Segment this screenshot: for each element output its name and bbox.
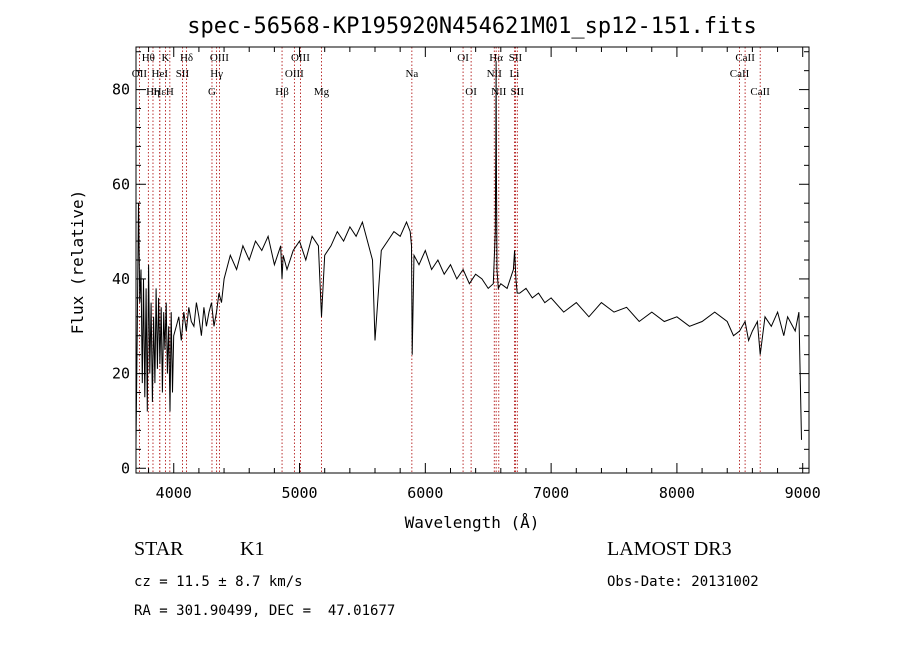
spectral-line-label: Hη bbox=[146, 86, 160, 98]
spectral-line-label: Mg bbox=[314, 86, 330, 98]
spectral-line-label: Hε bbox=[153, 86, 166, 98]
y-tick-label: 80 bbox=[112, 81, 130, 99]
y-axis-label: Flux (relative) bbox=[68, 190, 87, 335]
spectral-line-label: OIII bbox=[285, 68, 304, 80]
spectral-line-label: CaII bbox=[750, 86, 770, 98]
spectrum-series bbox=[135, 61, 802, 445]
spectral-line-label: Na bbox=[405, 68, 418, 80]
spectral-line-label: G bbox=[208, 86, 216, 98]
spectral-line-label: NII bbox=[487, 68, 503, 80]
survey-name: LAMOST DR3 bbox=[607, 538, 732, 560]
spectral-line-label: SII bbox=[511, 86, 525, 98]
x-axis-label: Wavelength (Å) bbox=[405, 513, 540, 532]
spectral-line-label: Hα bbox=[489, 52, 503, 64]
spectrum-line bbox=[135, 61, 802, 445]
spectral-line-label: NII bbox=[491, 86, 507, 98]
x-tick-label: 6000 bbox=[407, 484, 443, 502]
x-tick-label: 4000 bbox=[156, 484, 192, 502]
axis-ticks: 4000 5000 6000 7000 8000 9000 0 20 40 60 80 bbox=[112, 47, 821, 502]
redshift-cz: cz = 11.5 ± 8.7 km/s bbox=[134, 574, 303, 590]
spectral-line-label: SII bbox=[176, 68, 190, 80]
spectral-line-label: OIII bbox=[291, 52, 310, 64]
y-tick-label: 40 bbox=[112, 270, 130, 288]
object-class: STAR bbox=[134, 538, 184, 560]
spectral-line-markers bbox=[138, 47, 761, 473]
x-tick-label: 5000 bbox=[281, 484, 317, 502]
spectral-line-label: SII bbox=[509, 52, 523, 64]
spectral-line-label: H bbox=[166, 86, 174, 98]
x-tick-label: 8000 bbox=[659, 484, 695, 502]
spectral-line-label: Li bbox=[509, 68, 519, 80]
coordinates: RA = 301.90499, DEC = 47.01677 bbox=[134, 603, 396, 619]
x-tick-label: 9000 bbox=[785, 484, 821, 502]
x-tick-label: 7000 bbox=[533, 484, 569, 502]
spectral-line-label: K bbox=[161, 52, 169, 64]
spectral-line-label: OII bbox=[132, 68, 148, 80]
spectral-line-label: Hδ bbox=[180, 52, 193, 64]
object-subclass: K1 bbox=[240, 538, 265, 560]
spectral-line-label: OIII bbox=[210, 52, 229, 64]
spectral-line-label: Hθ bbox=[142, 52, 155, 64]
spectral-line-label: CaII bbox=[730, 68, 750, 80]
y-tick-label: 60 bbox=[112, 175, 130, 193]
obs-date: Obs-Date: 20131002 bbox=[607, 574, 759, 590]
plot-frame bbox=[135, 46, 810, 474]
spectral-line-label: Hγ bbox=[210, 68, 223, 80]
spectral-line-label: HeI bbox=[152, 68, 169, 80]
spectral-line-label: OI bbox=[457, 52, 469, 64]
y-tick-label: 0 bbox=[121, 459, 130, 477]
chart-title: spec-56568-KP195920N454621M01_sp12-151.f… bbox=[187, 14, 757, 39]
spectral-line-label: OI bbox=[465, 86, 477, 98]
spectral-line-label: CaII bbox=[735, 52, 755, 64]
spectral-line-label: Hβ bbox=[275, 86, 289, 98]
y-tick-label: 20 bbox=[112, 365, 130, 383]
